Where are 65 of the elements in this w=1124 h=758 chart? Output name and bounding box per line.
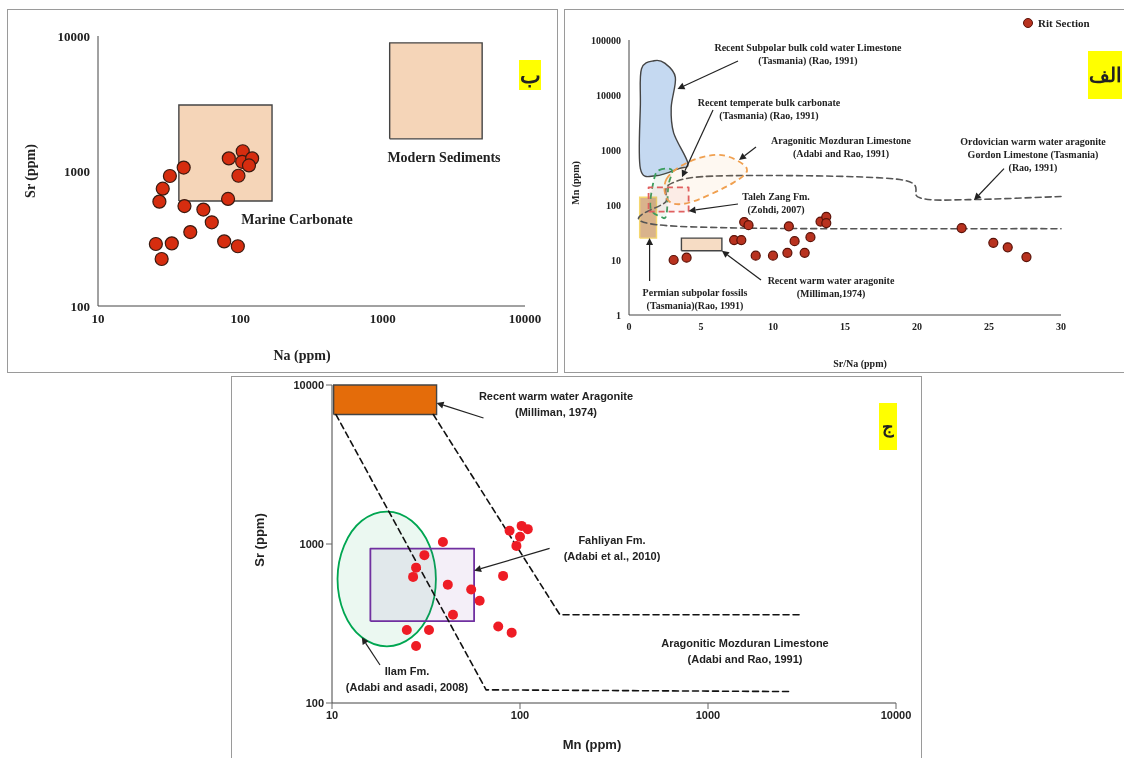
point <box>736 235 747 246</box>
y-axis-title: Sr (ppm) <box>22 143 39 198</box>
x-tick-label: 10 <box>325 708 339 721</box>
x-tick-label: 100 <box>510 708 530 721</box>
point <box>1021 251 1032 263</box>
x-tick-label: 20 <box>912 321 922 333</box>
legend-label: Rit Section <box>1038 17 1090 29</box>
point <box>789 236 800 247</box>
annotation: Taleh Zang Fm. (Zohdi, 2007) <box>742 190 811 216</box>
x-tick-label: 0 <box>626 321 632 333</box>
annotation: Recent Subpolar bulk cold water Limestone (Tasmania) (Rao, 1991) <box>714 41 903 67</box>
x-tick-label: 10000 <box>508 311 542 327</box>
y-tick-label: 100000 <box>591 34 621 46</box>
x-axis-title: Mn (ppm) <box>562 736 622 752</box>
annotation: Permian subpolar fossils (Tasmania)(Rao, 1991) <box>642 286 748 312</box>
point <box>767 250 779 261</box>
annotation: Recent warm water aragonite (Milliman,1974) <box>767 274 895 300</box>
x-tick-label: 25 <box>984 321 994 333</box>
text: الف <box>1088 64 1122 86</box>
point <box>783 221 794 232</box>
x-tick-label: 10000 <box>880 708 912 721</box>
annotation: Ordovician warm water aragonite Gordon Limestone (Tasmania) (Rao, 1991) <box>960 135 1107 174</box>
y-tick-label: 10000 <box>596 89 621 101</box>
y-tick-label: 100 <box>305 696 324 709</box>
annotation: Aragonitic Mozduran Limestone (Adabi and Rao, 1991) <box>771 134 912 160</box>
point <box>821 217 832 229</box>
x-tick-label: 1000 <box>369 311 396 327</box>
point <box>681 252 692 263</box>
annotation: ج <box>882 417 894 438</box>
x-tick-label: 1000 <box>695 708 721 721</box>
y-tick-label: 1000 <box>601 144 621 156</box>
point <box>782 247 793 258</box>
point <box>743 220 754 231</box>
x-tick-label: 30 <box>1056 321 1066 333</box>
annotation: Recent temperate bulk carbonate (Tasmania) (Rao, 1991) <box>697 96 841 122</box>
x-tick-label: 15 <box>840 321 850 333</box>
point <box>805 232 816 243</box>
annotation: Modern Sediments <box>387 149 502 165</box>
point <box>956 223 967 234</box>
y-tick-label: 100 <box>70 298 90 314</box>
point <box>668 254 679 266</box>
x-axis-title: Sr/Na (ppm) <box>833 357 887 370</box>
x-tick-label: 10 <box>91 311 105 327</box>
y-tick-label: 1000 <box>64 163 90 179</box>
y-axis-title: Mn (ppm) <box>569 161 582 205</box>
y-tick-label: 10000 <box>293 378 324 391</box>
annotation: Marine Carbonate <box>241 211 353 227</box>
y-tick-label: 100 <box>606 199 621 211</box>
point <box>799 247 810 258</box>
annotation: Aragonitic Mozduran Limestone (Adabi and Rao, 1991) <box>661 637 829 665</box>
annotation: Ilam Fm. (Adabi and asadi, 2008) <box>345 665 469 693</box>
point <box>1002 242 1013 253</box>
y-tick-label: 10 <box>611 254 621 266</box>
point <box>750 250 761 261</box>
y-tick-label: 1000 <box>299 537 324 550</box>
annotation: Fahliyan Fm. (Adabi et al., 2010) <box>563 534 661 562</box>
x-tick-label: 100 <box>230 311 251 327</box>
y-tick-label: 1 <box>616 309 621 321</box>
x-tick-label: 5 <box>698 321 704 333</box>
y-tick-label: 10000 <box>57 28 90 44</box>
x-axis-title: Na (ppm) <box>273 347 331 364</box>
point <box>988 237 999 248</box>
x-tick-label: 10 <box>768 321 778 333</box>
y-axis-title: Sr (ppm) <box>251 513 267 567</box>
annotation: Recent warm water Aragonite (Milliman, 1974) <box>478 390 634 418</box>
